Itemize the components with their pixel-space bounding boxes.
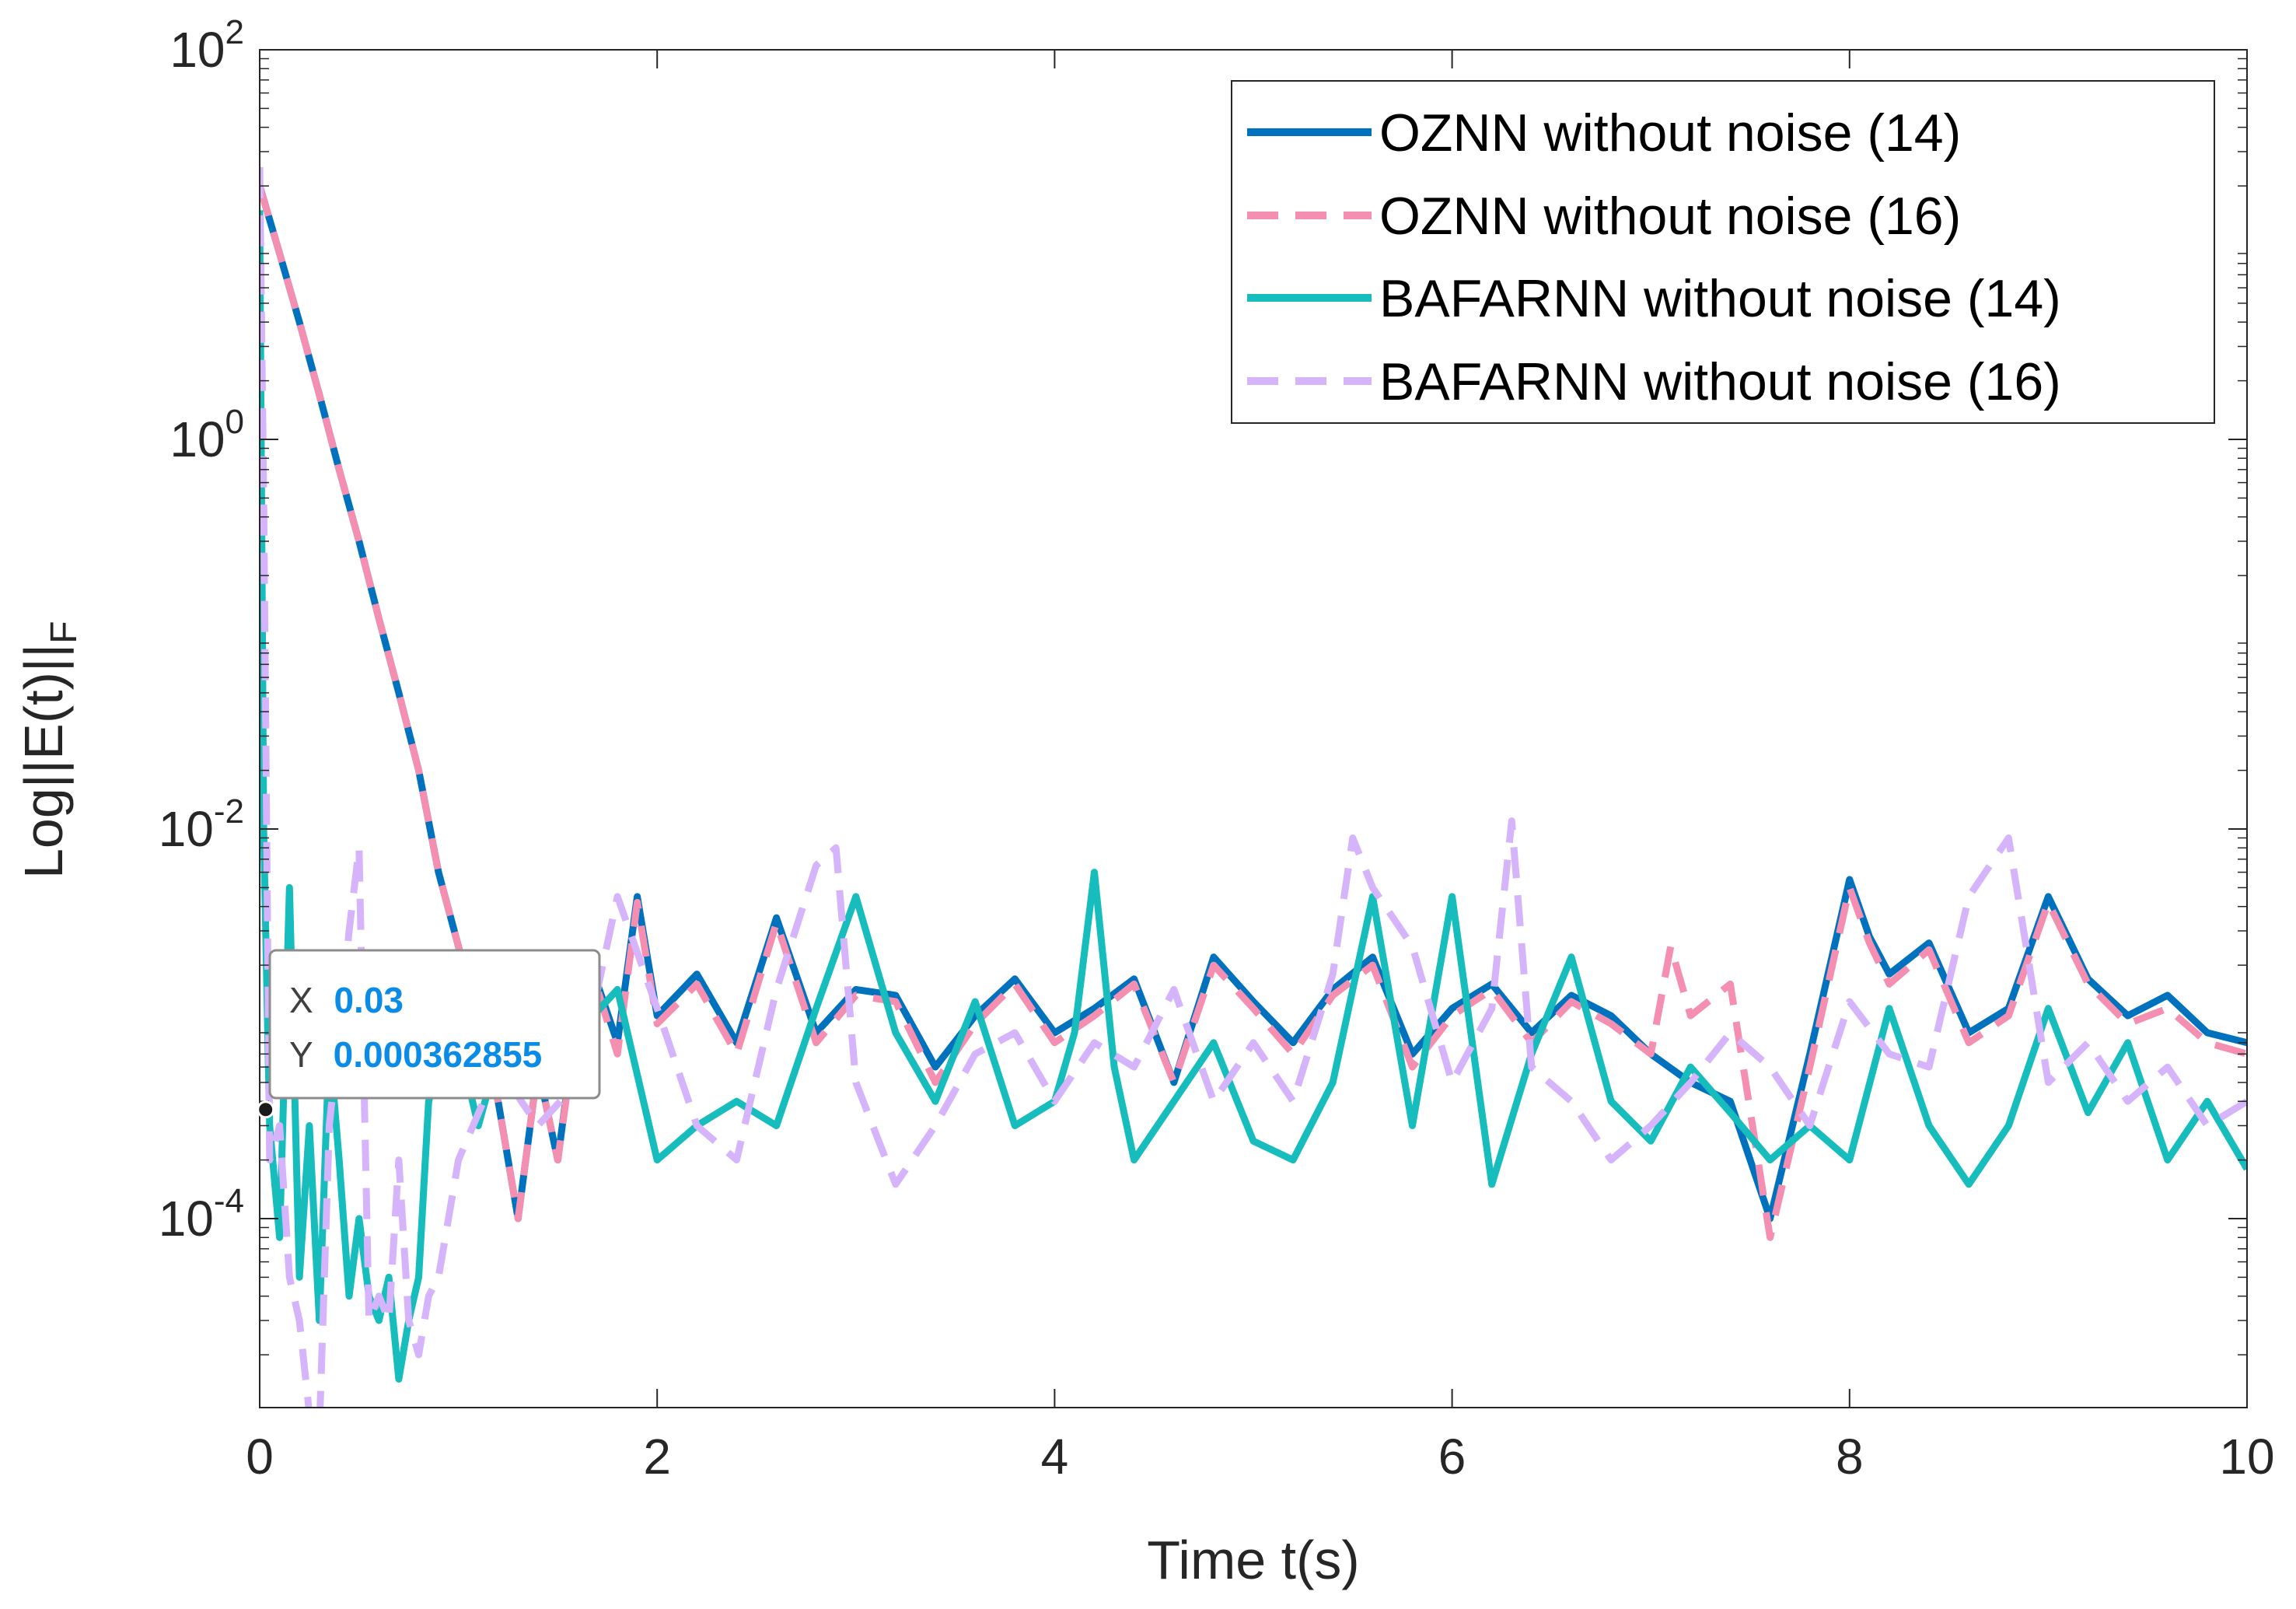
datatip-x-row: X 0.03 — [289, 980, 404, 1020]
plot-frame — [259, 49, 2248, 1408]
y-tick-label: 10-4 — [159, 1182, 244, 1247]
datatip-marker[interactable] — [257, 1100, 275, 1119]
datatip-box — [268, 949, 601, 1100]
datatip-y-label: Y — [289, 1034, 313, 1075]
x-axis-title: Time t(s) — [1147, 1530, 1359, 1590]
series-line-2[interactable] — [260, 184, 2247, 1241]
tick-label-layer: 0 2 4 6 8 10 10-4 10-2 100 102 — [159, 13, 2275, 1485]
series-line-3[interactable] — [260, 210, 2247, 1383]
datatip-y-value: 0.000362855 — [334, 1034, 543, 1075]
datatip-y-row: Y 0.000362855 — [289, 1034, 542, 1075]
datatip-x-label: X — [289, 980, 313, 1020]
x-tick-label: 0 — [246, 1429, 274, 1485]
x-tick-label: 2 — [643, 1429, 671, 1485]
y-tick-label: 100 — [169, 403, 244, 467]
legend-label-bafarnn-16: BAFARNN without noise (16) — [1379, 352, 2061, 411]
x-tick-label: 8 — [1836, 1429, 1864, 1485]
x-tick-label: 6 — [1438, 1429, 1466, 1485]
y-tick-label: 10-2 — [159, 792, 244, 857]
y-axis-title: Log||E(t)||F — [13, 621, 85, 879]
y-tick-label: 102 — [169, 13, 244, 78]
x-tick-label: 10 — [2219, 1429, 2274, 1485]
datatip-x-value: 0.03 — [334, 980, 404, 1020]
x-tick-label: 4 — [1041, 1429, 1069, 1485]
legend-label-bafarnn-14: BAFARNN without noise (14) — [1379, 269, 2061, 328]
legend-box — [1231, 80, 2215, 424]
datatip[interactable]: X 0.03 Y 0.000362855 — [257, 949, 601, 1119]
y-axis-title-subscript: F — [44, 621, 85, 643]
legend[interactable]: OZNN without noise (14) OZNN without noi… — [1231, 80, 2215, 424]
tick-layer — [259, 49, 2248, 1408]
legend-label-oznn-16: OZNN without noise (16) — [1379, 187, 1961, 246]
y-axis-title-main: Log||E(t)|| — [13, 644, 74, 879]
legend-label-oznn-14: OZNN without noise (14) — [1379, 103, 1961, 163]
